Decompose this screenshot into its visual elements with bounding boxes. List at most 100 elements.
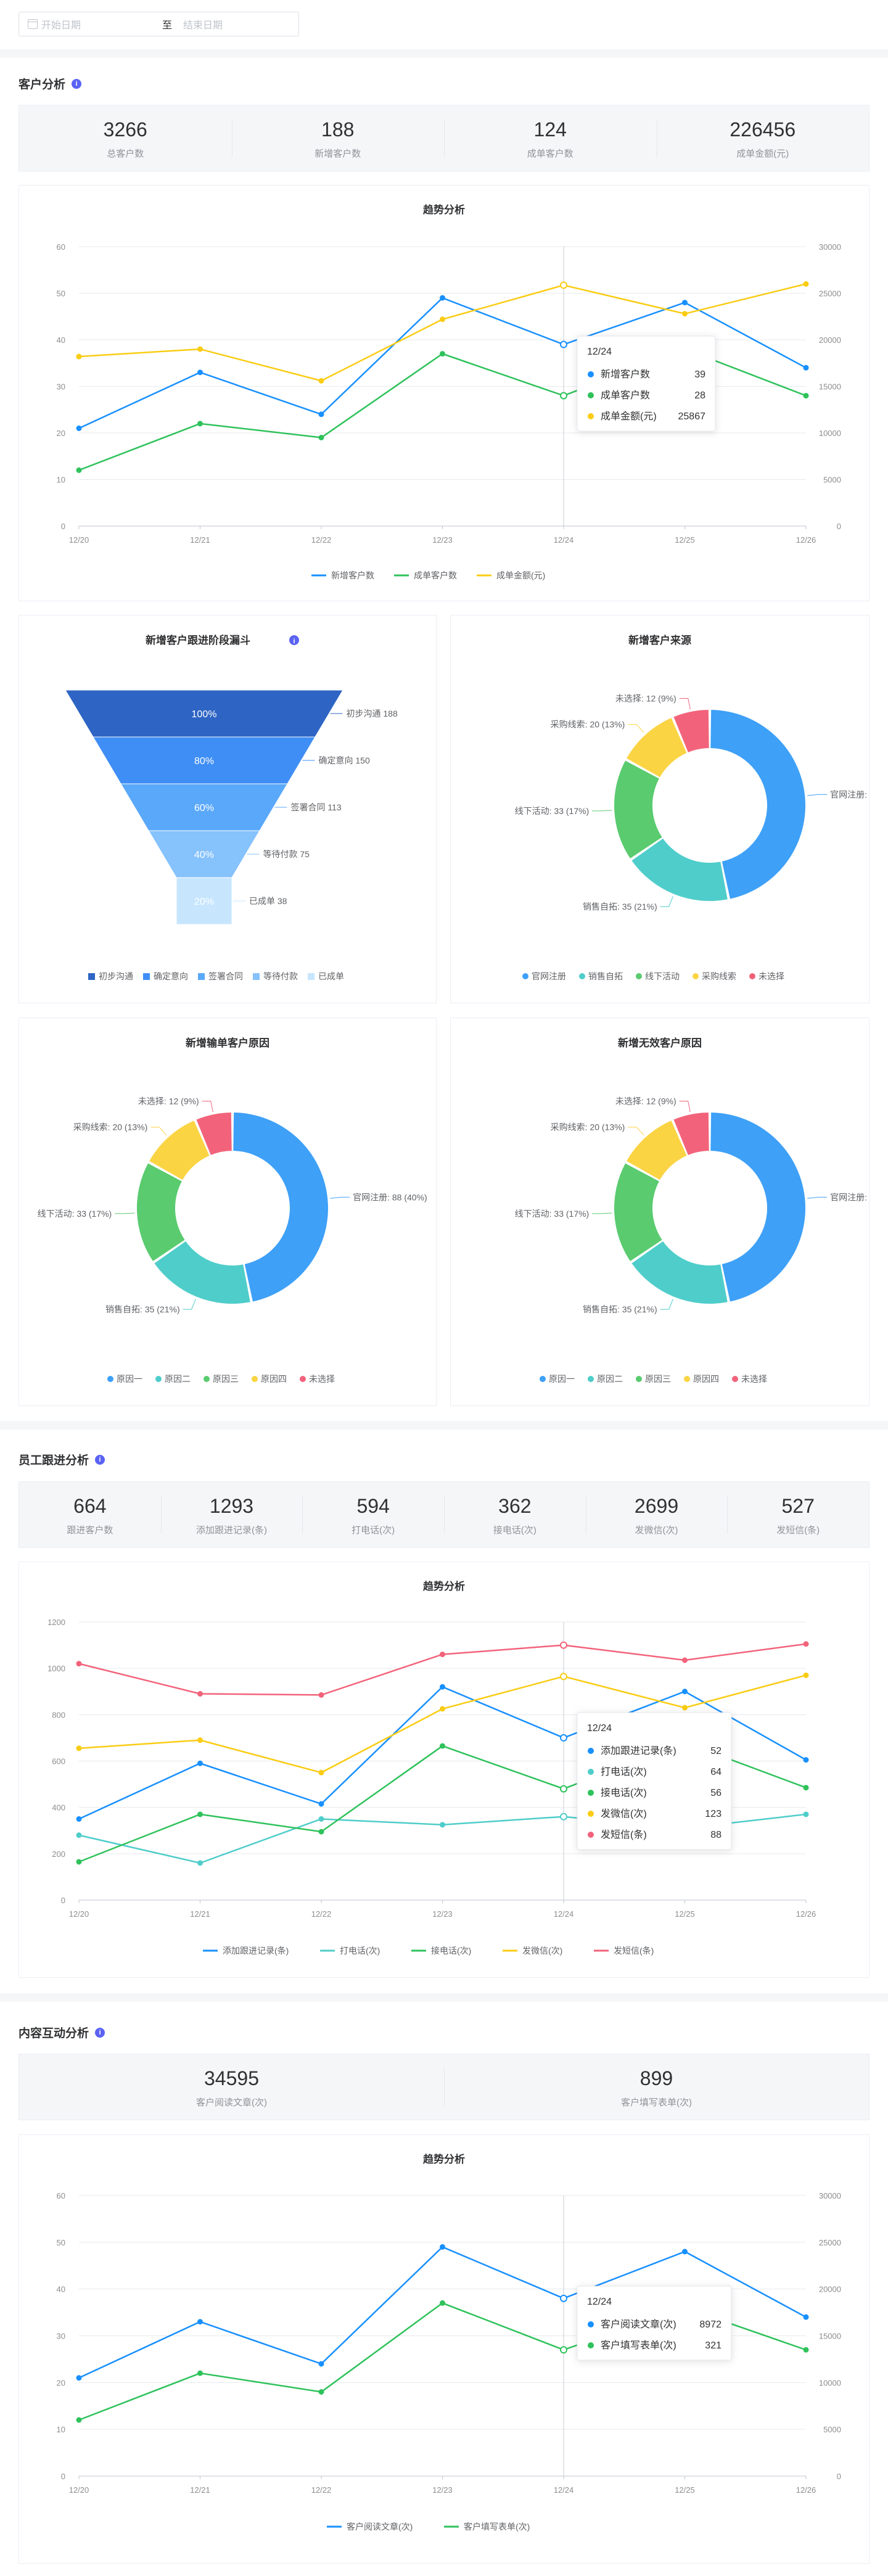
- funnel-card: 新增客户跟进阶段漏斗 i 100% 初步沟通 188 80% 确定意向 150 60% 签署合…: [18, 615, 437, 1003]
- legend-marker: [588, 1376, 594, 1382]
- tooltip-value: 123: [705, 1809, 722, 1819]
- tooltip-value: 28: [694, 390, 705, 401]
- data-point: [318, 2361, 324, 2367]
- x-tick-label: 12/23: [432, 2485, 453, 2495]
- tooltip-value: 56: [710, 1788, 722, 1798]
- data-point: [560, 1734, 567, 1742]
- tooltip-label: 客户填写表单(次): [601, 2340, 676, 2351]
- stat-item: 188 新增客户数: [231, 105, 445, 171]
- legend-label: 新增客户数: [331, 570, 374, 580]
- tooltip-dot: [588, 392, 594, 398]
- content-trend-chart[interactable]: 趋势分析 0 10 20 30 40 50 60 0 5000 10000 15000 20000 250…: [19, 2135, 869, 2563]
- pie-slice: [627, 1121, 687, 1180]
- data-point: [76, 1816, 82, 1822]
- tooltip-dot: [588, 1769, 594, 1775]
- funnel-percent: 60%: [194, 803, 214, 813]
- legend-label: 未选择: [741, 1374, 767, 1384]
- x-tick-label: 12/20: [69, 2485, 89, 2495]
- chart-title: 趋势分析: [423, 204, 465, 216]
- stat-label: 客户填写表单(次): [621, 2097, 692, 2108]
- pie-label-line: [679, 1101, 691, 1113]
- pie-label: 采购线索: 20 (13%): [551, 720, 625, 730]
- legend-marker: [198, 973, 205, 980]
- data-point: [682, 300, 688, 306]
- stat-label: 发短信(条): [776, 1525, 820, 1536]
- data-point: [803, 1672, 809, 1678]
- funnel-percent: 40%: [194, 850, 214, 860]
- data-point: [197, 1811, 203, 1817]
- start-date-input[interactable]: 开始日期: [41, 20, 81, 31]
- stat-label: 打电话(次): [352, 1525, 395, 1536]
- pie-label-line: [115, 1212, 135, 1214]
- tooltip-dot: [588, 371, 594, 377]
- tooltip-value: 64: [710, 1767, 722, 1777]
- legend-marker: [579, 973, 585, 979]
- tooltip-dot: [588, 2342, 594, 2348]
- data-point: [440, 1822, 445, 1828]
- tooltip-box: [577, 2286, 732, 2361]
- x-tick-label: 12/22: [311, 535, 332, 545]
- data-point: [76, 1832, 82, 1838]
- date-range-picker[interactable]: 开始日期 至 结束日期: [18, 12, 299, 36]
- customer-trend-chart[interactable]: 趋势分析 0 10 20 30 40 50 60 0 5000 10000 15000 20000 250…: [19, 186, 869, 601]
- stat-value: 527: [781, 1494, 815, 1517]
- y-tick-label: 50: [57, 289, 65, 298]
- data-point: [76, 467, 82, 473]
- funnel-percent: 100%: [192, 709, 217, 720]
- y-tick-label: 0: [61, 522, 65, 531]
- data-point: [318, 1769, 324, 1776]
- data-point: [440, 1652, 445, 1658]
- funnel-chart[interactable]: 新增客户跟进阶段漏斗 i 100% 初步沟通 188 80% 确定意向 150 60% 签署合…: [19, 615, 436, 1003]
- chart-title: 新增客户来源: [628, 634, 691, 646]
- legend-label: 原因二: [597, 1374, 623, 1384]
- legend-label: 发微信(次): [522, 1946, 562, 1956]
- y-tick-label: 30: [57, 382, 65, 392]
- tooltip-dot: [588, 1748, 594, 1754]
- y-tick-label: 20: [57, 429, 65, 438]
- y2-tick-label: 20000: [819, 335, 841, 345]
- info-icon[interactable]: i: [95, 2027, 105, 2038]
- info-icon[interactable]: i: [95, 1454, 105, 1465]
- y2-tick-label: 5000: [823, 2425, 841, 2434]
- data-point: [803, 393, 809, 399]
- legend-label: 确定意向: [154, 971, 188, 981]
- data-point: [682, 1689, 688, 1695]
- tooltip-label: 接电话(次): [601, 1787, 647, 1798]
- y2-tick-label: 15000: [819, 2332, 841, 2341]
- funnel-label: 初步沟通 188: [347, 709, 398, 718]
- stat-label: 总客户数: [107, 148, 144, 159]
- data-point: [682, 1657, 688, 1663]
- pie-label-line: [183, 1299, 196, 1310]
- legend-marker: [88, 973, 95, 980]
- data-point: [440, 295, 445, 301]
- legend-marker: [253, 973, 260, 980]
- stat-item: 594 打电话(次): [302, 1482, 444, 1547]
- y-tick-label: 20: [57, 2378, 65, 2387]
- stat-value: 124: [533, 118, 567, 141]
- pie-label-line: [660, 1299, 673, 1310]
- tooltip-value: 321: [705, 2340, 722, 2351]
- legend-label: 成单客户数: [414, 570, 457, 580]
- info-icon[interactable]: i: [72, 78, 82, 89]
- stat-item: 3266 总客户数: [19, 105, 232, 171]
- x-tick-label: 12/24: [554, 1909, 574, 1919]
- staff-trend-chart[interactable]: 趋势分析 0 200 400 600 800 1000 1200 12/20 12/21 12/22…: [19, 1562, 869, 1977]
- data-point: [682, 311, 688, 317]
- x-tick-label: 12/21: [190, 2485, 210, 2495]
- y2-tick-label: 10000: [819, 429, 841, 438]
- content-trend-card: 趋势分析 0 10 20 30 40 50 60 0 5000 10000 15000 20000 250…: [18, 2134, 870, 2564]
- data-point: [440, 1684, 445, 1690]
- legend-marker: [204, 1376, 210, 1382]
- pie-slice: [149, 1121, 210, 1180]
- stat-item: 527 发短信(条): [727, 1482, 869, 1547]
- tooltip-label: 成单金额(元): [601, 411, 657, 422]
- data-point: [76, 425, 82, 431]
- tooltip-dot: [588, 2321, 594, 2327]
- pie-label: 未选择: 12 (9%): [138, 1097, 199, 1106]
- legend-marker: [684, 1376, 690, 1382]
- end-date-input[interactable]: 结束日期: [183, 20, 223, 31]
